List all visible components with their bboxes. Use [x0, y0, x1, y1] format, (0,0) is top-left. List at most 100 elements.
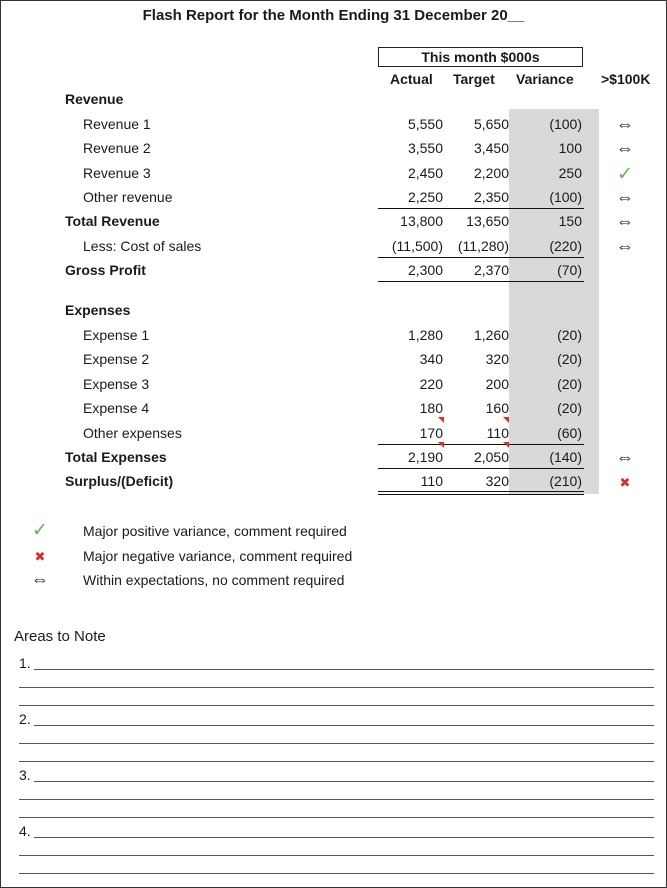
variance-value: (60) — [557, 425, 582, 441]
total-rule — [378, 468, 584, 469]
note-line[interactable] — [19, 743, 654, 744]
cross-icon: ✖ — [34, 549, 46, 564]
legend-item-negative: ✖ Major negative variance, comment requi… — [0, 547, 667, 569]
row-label: Expense 3 — [83, 376, 150, 392]
double-rule-top — [378, 491, 584, 492]
row-label: Expenses — [65, 302, 131, 318]
target-value: 2,370 — [473, 262, 509, 278]
actual-value: 1,280 — [407, 327, 443, 343]
double-arrow-icon: ⇔ — [616, 236, 634, 256]
note-line[interactable] — [19, 687, 654, 688]
row-label: Revenue 3 — [83, 165, 151, 181]
row-label: Revenue 2 — [83, 140, 151, 156]
table-row-total-revenue: Total Revenue 13,800 13,650 150 ⇔ — [0, 211, 667, 233]
subtotal-rule — [378, 208, 584, 209]
row-label: Expense 4 — [83, 400, 150, 416]
target-value: 200 — [485, 376, 509, 392]
table-row: Revenue 1 5,550 5,650 (100) ⇔ — [0, 114, 667, 136]
double-arrow-icon: ⇔ — [616, 447, 634, 467]
table-row: Expense 3 220 200 (20) — [0, 376, 667, 396]
target-value: 13,650 — [466, 213, 509, 229]
note-number: 3. — [19, 767, 31, 783]
table-row: Expense 4 180 160 (20) — [0, 400, 667, 420]
table-row: Expense 2 340 320 (20) — [0, 351, 667, 371]
row-label: Other expenses — [83, 425, 182, 441]
note-line[interactable] — [19, 799, 654, 800]
total-rule — [378, 281, 584, 282]
note-line[interactable] — [19, 855, 654, 856]
note-line[interactable] — [19, 705, 654, 706]
variance-value: (20) — [557, 400, 582, 416]
variance-value: 100 — [558, 140, 582, 156]
variance-value: 250 — [558, 165, 582, 181]
target-value: 110 — [486, 425, 509, 441]
variance-value: (220) — [549, 238, 582, 254]
variance-value: (20) — [557, 327, 582, 343]
variance-value: (20) — [557, 376, 582, 392]
target-value: 1,260 — [473, 327, 509, 343]
note-line[interactable] — [34, 669, 654, 670]
row-label: Expense 1 — [83, 327, 150, 343]
actual-value: 13,800 — [400, 213, 443, 229]
report-title: Flash Report for the Month Ending 31 Dec… — [142, 7, 525, 24]
note-number: 4. — [19, 823, 31, 839]
row-label: Revenue 1 — [83, 116, 151, 132]
variance-value: (20) — [557, 351, 582, 367]
check-icon: ✓ — [32, 520, 48, 541]
note-line[interactable] — [19, 761, 654, 762]
subtotal-rule — [378, 257, 584, 258]
legend-item-within: ⇔ Within expectations, no comment requir… — [0, 569, 667, 593]
period-header: This month $000s — [378, 47, 583, 67]
row-label: Total Revenue — [65, 213, 160, 229]
actual-value: 3,550 — [407, 140, 443, 156]
row-label: Less: Cost of sales — [83, 238, 202, 254]
double-arrow-icon: ⇔ — [616, 138, 634, 158]
double-arrow-icon: ⇔ — [31, 569, 49, 589]
subtotal-rule — [378, 444, 584, 445]
comment-flag-icon — [503, 417, 509, 423]
note-line[interactable] — [34, 781, 654, 782]
actual-value: (11,500) — [391, 238, 443, 254]
note-line[interactable] — [19, 873, 654, 874]
variance-column-shading — [509, 109, 599, 494]
row-label: Expense 2 — [83, 351, 150, 367]
variance-value: (210) — [549, 473, 582, 489]
table-row-total-expenses: Total Expenses 2,190 2,050 (140) ⇔ — [0, 447, 667, 469]
legend-text: Major negative variance, comment require… — [83, 548, 353, 564]
comment-flag-icon — [438, 442, 444, 448]
actual-value: 340 — [419, 351, 443, 367]
variance-value: (70) — [557, 262, 582, 278]
col-header-threshold: >$100K — [601, 71, 651, 87]
actual-value: 2,300 — [407, 262, 443, 278]
table-row: Revenue 3 2,450 2,200 250 ✓ — [0, 164, 667, 185]
target-value: 320 — [485, 473, 509, 489]
target-value: 2,350 — [473, 189, 509, 205]
actual-value: 180 — [419, 400, 443, 416]
target-value: (11,280) — [457, 238, 509, 254]
actual-value: 170 — [419, 425, 443, 441]
col-header-actual: Actual — [390, 71, 433, 87]
row-label: Revenue — [65, 91, 124, 107]
double-arrow-icon: ⇔ — [616, 211, 634, 231]
section-header-expenses: Expenses — [0, 302, 667, 322]
note-line[interactable] — [19, 817, 654, 818]
table-row: Other revenue 2,250 2,350 (100) ⇔ — [0, 187, 667, 209]
variance-value: (100) — [549, 189, 582, 205]
row-label: Gross Profit — [65, 262, 146, 278]
actual-value: 2,250 — [407, 189, 443, 205]
section-header-revenue: Revenue — [0, 91, 667, 111]
comment-flag-icon — [438, 417, 444, 423]
note-line[interactable] — [34, 837, 654, 838]
note-line[interactable] — [34, 725, 654, 726]
table-row: Other expenses 170 110 (60) — [0, 425, 667, 445]
areas-to-note-title: Areas to Note — [14, 628, 106, 645]
variance-value: (100) — [549, 116, 582, 132]
actual-value: 2,450 — [407, 165, 443, 181]
cross-icon: ✖ — [619, 475, 631, 490]
table-row-gross-profit: Gross Profit 2,300 2,370 (70) — [0, 262, 667, 282]
check-icon: ✓ — [617, 164, 633, 185]
actual-value: 2,190 — [407, 449, 443, 465]
variance-value: (140) — [549, 449, 582, 465]
legend-text: Major positive variance, comment require… — [83, 523, 347, 539]
legend-item-positive: ✓ Major positive variance, comment requi… — [0, 520, 667, 544]
